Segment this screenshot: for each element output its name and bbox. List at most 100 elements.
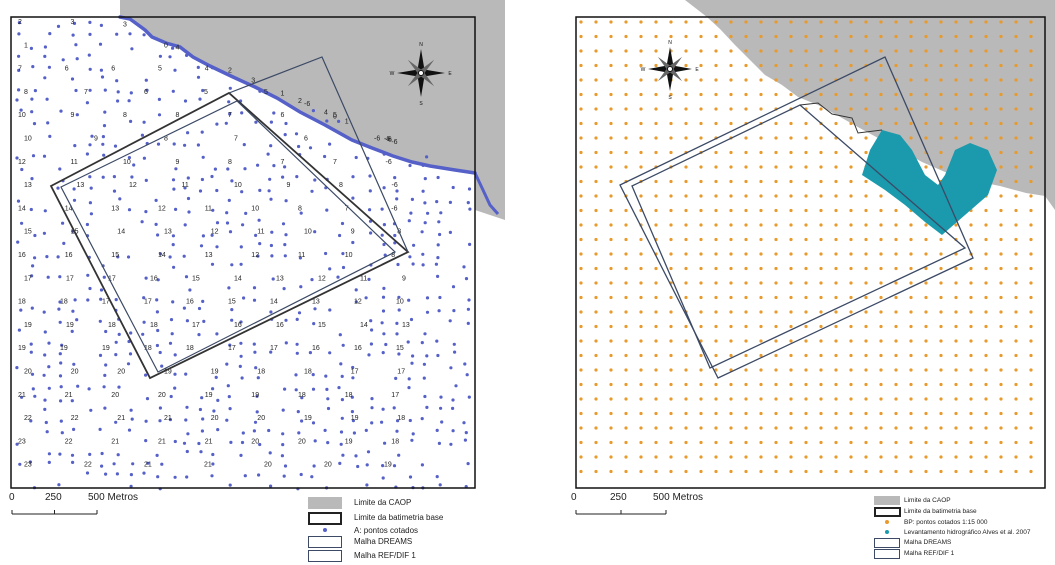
depth-point [168, 341, 173, 345]
depth-point [28, 460, 32, 464]
bp-point [729, 382, 733, 387]
bp-point [669, 324, 673, 329]
bp-point [804, 339, 808, 343]
bp-point [609, 397, 613, 401]
bp-point [999, 252, 1003, 256]
bp-point [1029, 310, 1033, 314]
bp-point [609, 208, 613, 213]
bp-point [699, 107, 703, 111]
bp-point [789, 121, 793, 126]
depth-label: 14 [158, 252, 166, 259]
depth-point [98, 353, 103, 357]
bp-point [594, 368, 598, 372]
depth-point [160, 462, 164, 466]
depth-point [104, 329, 108, 334]
bp-point [699, 411, 703, 416]
depth-point [186, 176, 190, 180]
bp-point [1014, 382, 1018, 387]
bp-point [729, 397, 733, 401]
bp-point [639, 397, 643, 401]
depth-point [407, 219, 411, 223]
bp-point [909, 324, 913, 329]
bp-point [879, 252, 883, 256]
bp-point [759, 353, 763, 358]
bp-point [729, 20, 733, 24]
bp-point [894, 426, 898, 430]
depth-point [185, 475, 189, 479]
depth-point [157, 97, 161, 101]
depth-point [158, 54, 162, 58]
depth-point [17, 54, 21, 58]
bp-point [669, 179, 673, 184]
bp-point [1014, 20, 1018, 24]
bp-point [774, 310, 778, 314]
depth-point [272, 111, 276, 115]
bp-point [774, 339, 778, 343]
scale-bar [11, 510, 98, 515]
depth-point [59, 399, 63, 403]
depth-point [451, 406, 455, 410]
bp-point [759, 426, 763, 430]
depth-point [269, 350, 273, 354]
depth-label: 6 [65, 66, 69, 73]
depth-point [341, 252, 345, 256]
depth-point [269, 144, 273, 148]
depth-point [129, 91, 133, 95]
bp-point [609, 237, 613, 242]
legend-label: Limite da CAOP [354, 498, 412, 507]
depth-point [61, 221, 65, 225]
depth-point [173, 386, 177, 390]
depth-point [196, 65, 200, 69]
bp-point [879, 469, 883, 474]
bp-point [894, 121, 898, 126]
bp-point [684, 179, 688, 184]
slate-outline-swatch [308, 550, 342, 562]
depth-label: 12 [211, 229, 219, 236]
bp-point [804, 368, 808, 372]
depth-point [15, 442, 19, 446]
bp-point [759, 223, 763, 227]
bp-point [699, 223, 703, 227]
depth-point [267, 189, 271, 193]
bp-point [1014, 34, 1018, 39]
depth-label: 6 [144, 89, 148, 96]
depth-point [184, 418, 188, 422]
bp-point [639, 63, 643, 68]
bp-point [789, 78, 793, 82]
depth-label: 18 [345, 392, 353, 399]
bp-point [714, 78, 718, 82]
depth-point [103, 373, 107, 377]
depth-label: 19 [24, 322, 32, 329]
depth-point [30, 264, 35, 268]
bp-point [699, 34, 703, 39]
bp-point [639, 353, 643, 358]
depth-point [412, 243, 416, 247]
bp-point [864, 397, 868, 401]
bp-point [804, 121, 808, 126]
bp-point [639, 310, 643, 314]
bp-point [654, 121, 658, 126]
depth-point [43, 330, 47, 334]
bp-point [1014, 237, 1018, 242]
depth-point [88, 175, 92, 179]
depth-point [328, 267, 332, 271]
bp-point [669, 440, 673, 445]
depth-point [102, 153, 106, 157]
bp-point [999, 194, 1003, 198]
bp-point [609, 121, 613, 126]
depth-point [213, 167, 217, 171]
bp-point [969, 136, 973, 140]
bp-point [579, 281, 583, 285]
bp-point [744, 63, 748, 68]
depth-point [44, 420, 48, 425]
depth-point [437, 441, 441, 445]
depth-point [425, 296, 430, 300]
bp-point [879, 121, 883, 126]
depth-point [131, 462, 135, 466]
bp-point [819, 107, 823, 111]
depth-point [198, 97, 202, 101]
bp-point [729, 121, 733, 126]
depth-point [354, 300, 358, 304]
bp-point [789, 179, 793, 184]
